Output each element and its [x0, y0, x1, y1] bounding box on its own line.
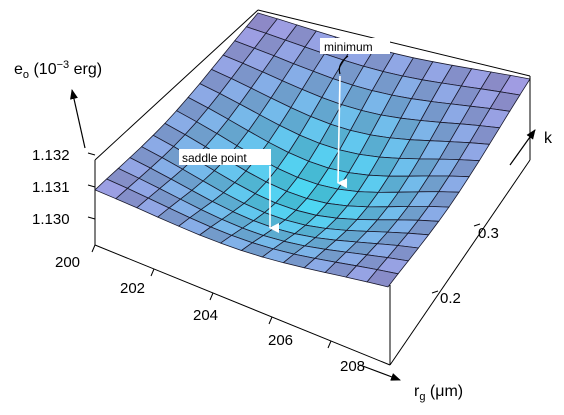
x-tick-mark-206: [268, 316, 273, 325]
box-edge-back-top: [257, 9, 531, 77]
y-tick-mark-03: [473, 223, 481, 227]
saddle-label-bg: [179, 149, 271, 165]
z-tick-mark-1131: [87, 184, 96, 188]
z-axis-arrow: [70, 89, 86, 149]
x-tick-label-208: 208: [340, 358, 365, 375]
x-tick-mark-204: [209, 292, 214, 301]
x-tick-label-206: 206: [268, 332, 293, 349]
saddle-label: saddle point: [182, 151, 247, 165]
x-tick-label-204: 204: [193, 307, 218, 324]
x-tick-mark-200: [91, 244, 96, 253]
x-ticks: 200 202 204 206 208: [55, 244, 365, 375]
x-tick-mark-202: [150, 268, 155, 277]
z-tick-mark-1132: [87, 152, 96, 156]
minimum-leader: [338, 55, 349, 75]
y-ticks: 0.3 0.2: [431, 223, 499, 307]
box-edge-back-left: [94, 9, 259, 161]
z-tick-label-1132: 1.132: [32, 147, 70, 164]
y-tick-label-03: 0.3: [478, 225, 499, 242]
y-axis-arrow: [509, 129, 536, 166]
box-back-edges: [94, 9, 531, 245]
box-edge-front-right-bottom: [389, 159, 531, 366]
x-tick-label-200: 200: [55, 254, 80, 271]
z-tick-mark-1130: [87, 216, 96, 220]
minimum-label-bg: [320, 38, 390, 54]
z-tick-label-1131: 1.131: [32, 179, 70, 196]
minimum-arrow: [337, 75, 348, 189]
x-axis-arrow: [359, 364, 401, 381]
x-tick-mark-208: [327, 340, 332, 349]
y-tick-mark-02: [431, 290, 439, 294]
x-axis-label: rg (μm): [414, 383, 463, 403]
z-tick-label-1130: 1.130: [32, 211, 70, 228]
surface-patch-13-13: [366, 269, 399, 288]
box-front-edges: [94, 76, 531, 366]
annotation-saddle: saddle point: [179, 149, 279, 233]
annotation-minimum: minimum: [320, 38, 390, 189]
z-ticks: 1.132 1.131 1.130: [32, 147, 96, 228]
y-tick-label-02: 0.2: [440, 290, 461, 307]
surface-mesh: [94, 12, 531, 288]
y-axis-label: k: [544, 130, 553, 147]
x-tick-label-202: 202: [120, 280, 145, 297]
z-axis-label: eo (10−3 erg): [14, 59, 102, 81]
minimum-label: minimum: [324, 40, 373, 54]
box-edge-front-left-bottom: [94, 244, 391, 366]
